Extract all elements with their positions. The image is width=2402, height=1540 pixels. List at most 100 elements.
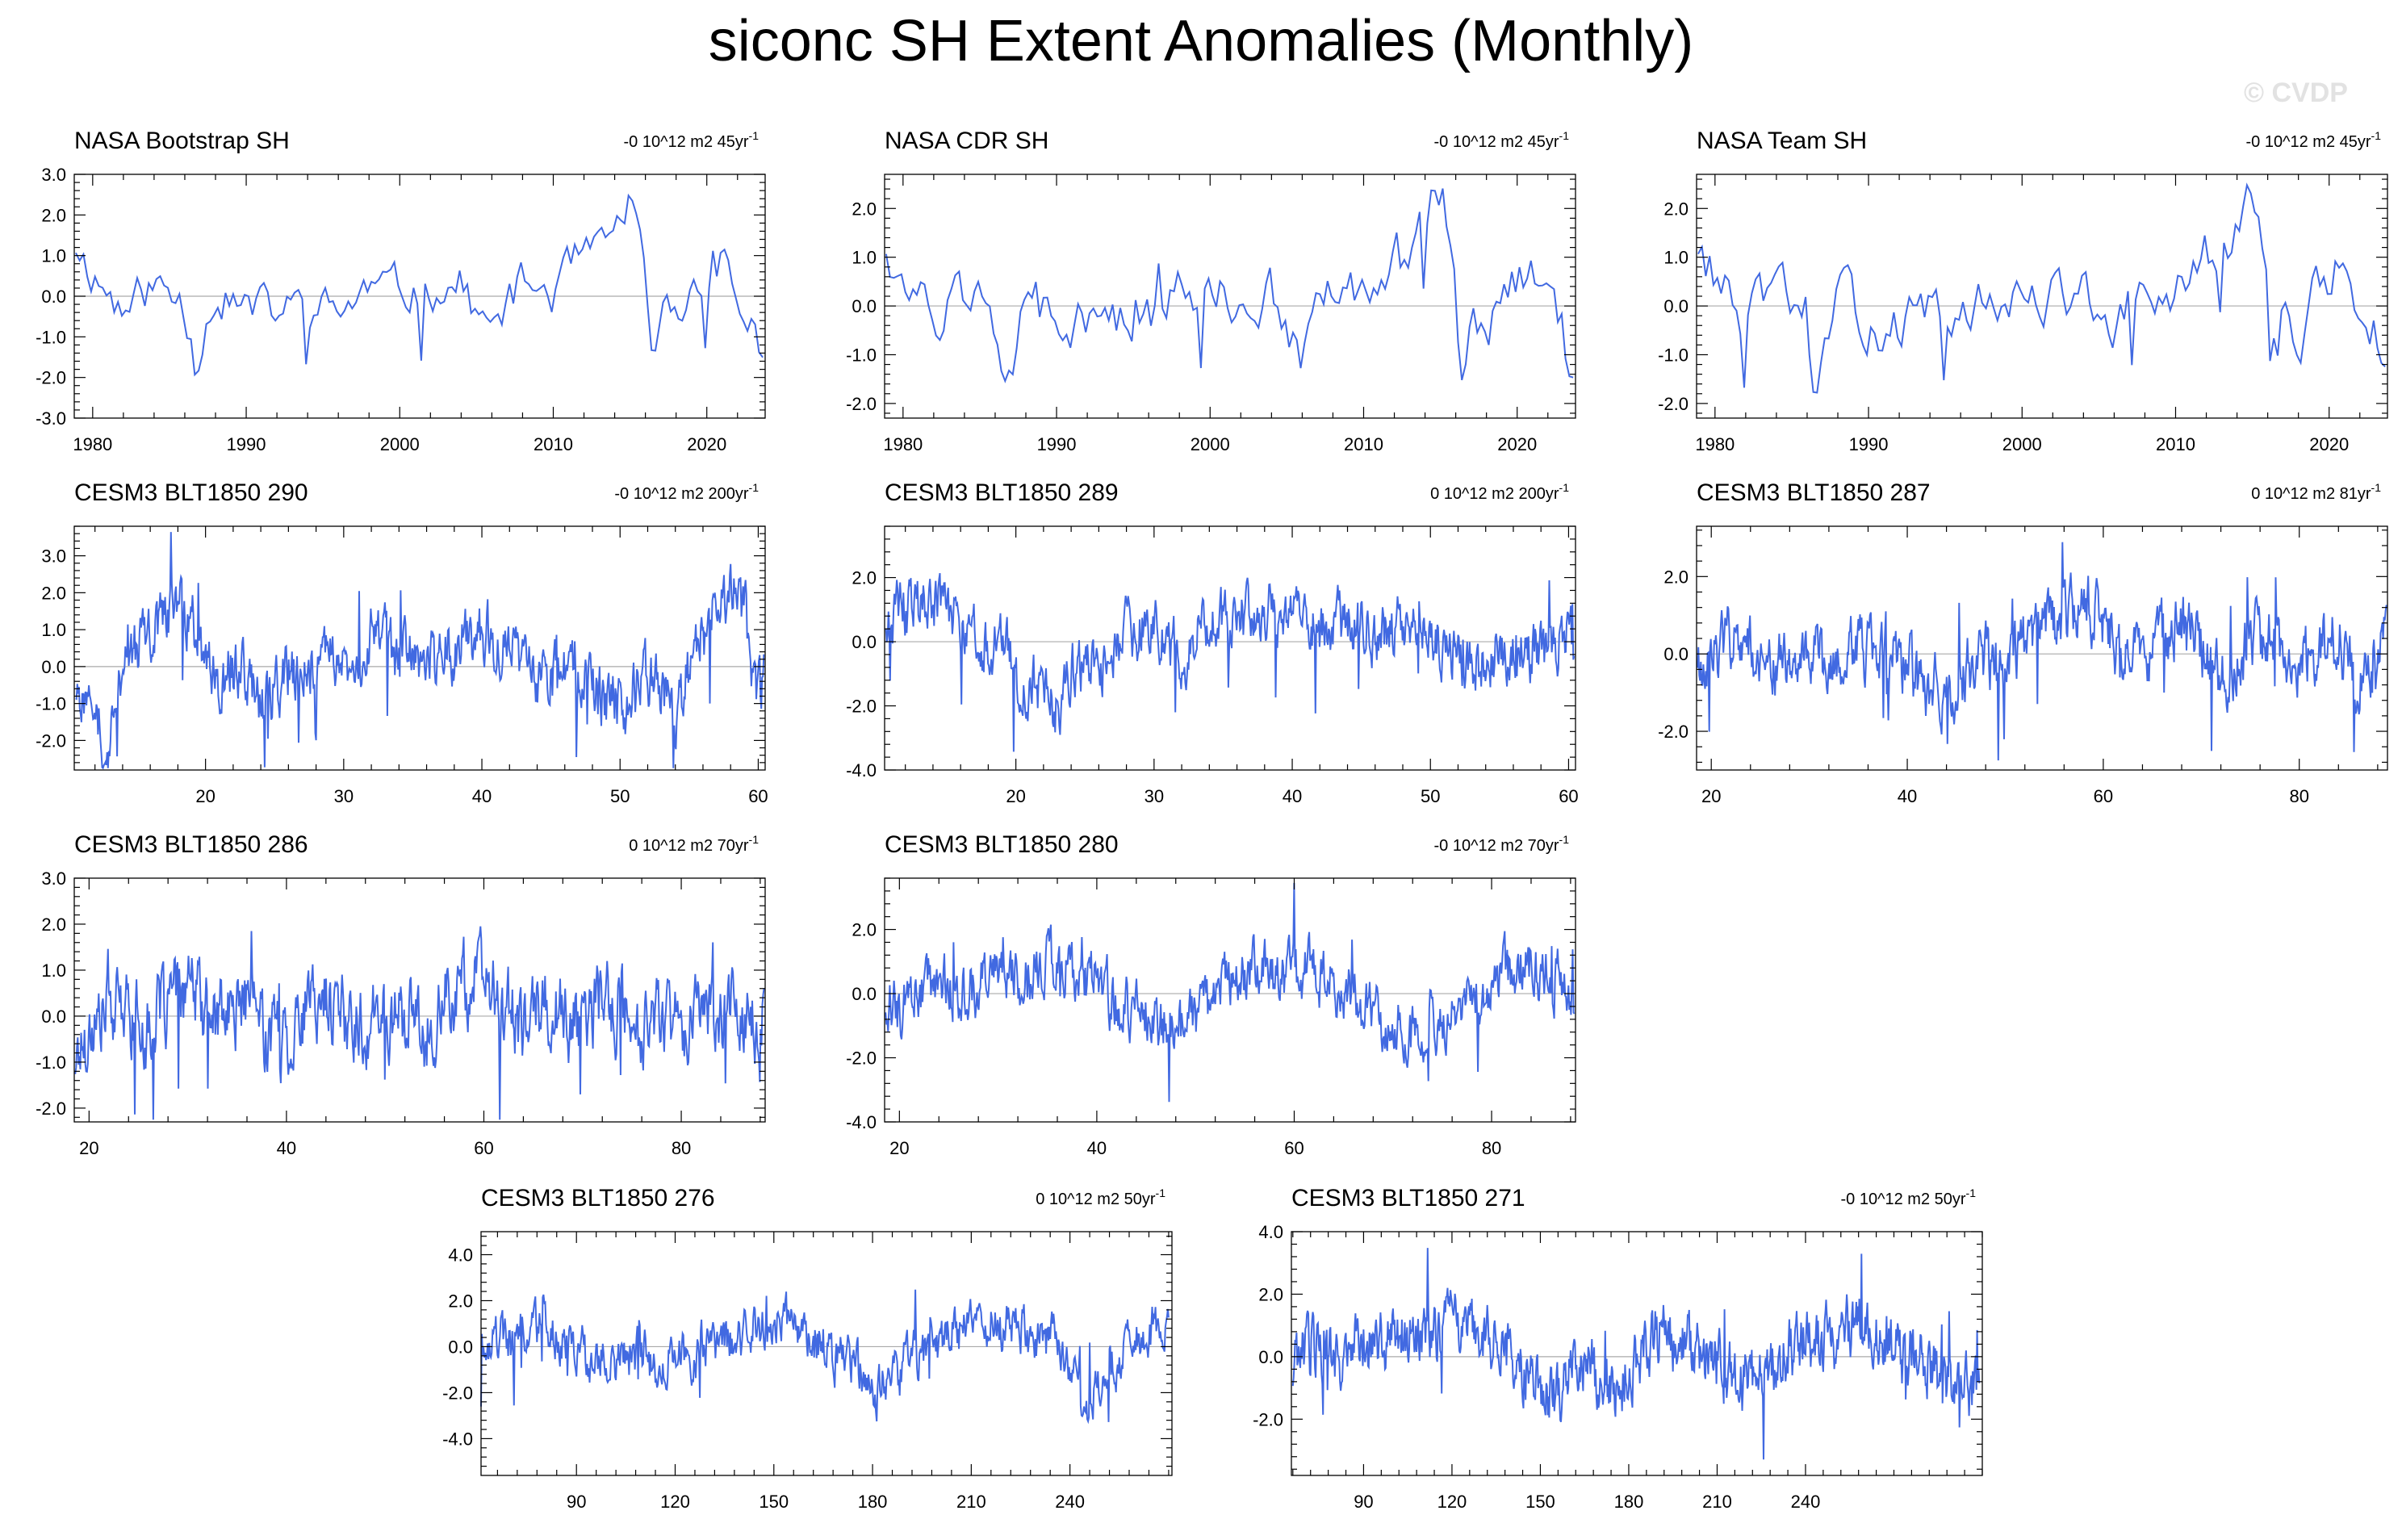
x-tick-label: 180 — [858, 1492, 888, 1512]
chart-panel-7: CESM3 BLT1850 286 0 10^12 m2 70yr-1 -2.0 -1… — [36, 831, 766, 1158]
y-tick-label: -2.0 — [36, 730, 66, 751]
y-tick-label: -2.0 — [846, 394, 877, 414]
x-tick-label: 240 — [1791, 1492, 1821, 1512]
y-tick-label: 2.0 — [1258, 1284, 1283, 1304]
data-series-line — [885, 882, 1576, 1103]
x-tick-label: 40 — [1087, 1138, 1107, 1158]
x-tick-label: 90 — [1354, 1492, 1373, 1512]
y-tick-label: 0.0 — [41, 287, 66, 307]
y-tick-label: 2.0 — [41, 205, 66, 225]
chart-title: CESM3 BLT1850 289 — [885, 479, 1119, 506]
chart-trend-exponent: -1 — [1559, 833, 1570, 846]
data-series-line — [74, 926, 765, 1120]
x-tick-label: 60 — [474, 1138, 493, 1158]
plot-frame — [1696, 525, 2388, 771]
x-tick-label: 2000 — [2002, 434, 2042, 454]
plot-frame — [1696, 174, 2388, 419]
y-tick-label: -2.0 — [1253, 1409, 1283, 1429]
x-tick-label: 20 — [889, 1138, 909, 1158]
y-tick-label: 0.0 — [41, 657, 66, 677]
chart-title: CESM3 BLT1850 271 — [1291, 1185, 1525, 1211]
y-tick-label: 2.0 — [852, 920, 877, 940]
x-tick-label: 20 — [1701, 786, 1721, 806]
y-tick-label: 2.0 — [41, 914, 66, 935]
watermark: © CVDP — [2244, 77, 2348, 108]
x-tick-label: 180 — [1614, 1492, 1644, 1512]
x-tick-label: 30 — [1145, 786, 1164, 806]
chart-title: NASA Team SH — [1697, 128, 1867, 154]
x-tick-label: 2000 — [380, 434, 420, 454]
chart-trend: -0 10^12 m2 45yr-1 — [1434, 129, 1570, 151]
x-tick-label: 2010 — [534, 434, 573, 454]
chart-trend: -0 10^12 m2 200yr-1 — [614, 481, 759, 503]
y-tick-label: 2.0 — [1663, 199, 1689, 219]
chart-panel-6: CESM3 BLT1850 287 0 10^12 m2 81yr-1 -2.0 0.… — [1658, 479, 2388, 806]
chart-panel-3: NASA Team SH -0 10^12 m2 45yr-1 -2.0 -1.0 0.… — [1658, 128, 2388, 454]
x-tick-label: 20 — [79, 1138, 98, 1158]
y-tick-label: 0.0 — [41, 1006, 66, 1027]
x-tick-label: 40 — [1283, 786, 1302, 806]
chart-trend-exponent: -1 — [1156, 1186, 1166, 1199]
x-tick-label: 150 — [1525, 1492, 1555, 1512]
y-tick-label: 4.0 — [1258, 1222, 1283, 1242]
chart-trend-exponent: -1 — [749, 129, 760, 142]
x-tick-label: 20 — [1006, 786, 1025, 806]
plot-frame — [73, 525, 766, 771]
plot-frame — [73, 877, 766, 1123]
y-tick-label: 0.0 — [852, 632, 877, 652]
y-tick-label: 0.0 — [1663, 296, 1689, 316]
plot-frame — [884, 877, 1576, 1123]
chart-title: CESM3 BLT1850 276 — [481, 1185, 715, 1211]
y-tick-label: -2.0 — [1658, 394, 1689, 414]
x-tick-label: 210 — [1702, 1492, 1732, 1512]
y-tick-label: 2.0 — [1663, 567, 1689, 587]
plot-frame — [1291, 1231, 1983, 1476]
x-tick-label: 1990 — [1849, 434, 1889, 454]
y-tick-label: -1.0 — [36, 694, 66, 714]
chart-title: CESM3 BLT1850 280 — [885, 831, 1119, 858]
plot-frame — [480, 1231, 1173, 1476]
x-tick-label: 60 — [1559, 786, 1578, 806]
chart-panel-2: NASA CDR SH -0 10^12 m2 45yr-1 -2.0 -1.0 0.0… — [846, 128, 1576, 454]
y-tick-label: -4.0 — [442, 1429, 473, 1449]
y-tick-label: 2.0 — [448, 1291, 473, 1311]
chart-trend-exponent: -1 — [2371, 129, 2382, 142]
plot-frame — [884, 525, 1576, 771]
x-tick-label: 40 — [472, 786, 492, 806]
y-tick-label: 0.0 — [852, 296, 877, 316]
y-tick-label: 0.0 — [1663, 644, 1689, 664]
x-tick-label: 120 — [1437, 1492, 1467, 1512]
plot-frame — [884, 174, 1576, 419]
x-tick-label: 1990 — [227, 434, 266, 454]
x-tick-label: 1980 — [883, 434, 923, 454]
y-tick-label: -2.0 — [36, 1099, 66, 1119]
chart-panel-9: CESM3 BLT1850 276 0 10^12 m2 50yr-1 -4.0 -2… — [442, 1185, 1173, 1512]
y-tick-label: 1.0 — [1663, 248, 1689, 268]
data-series-line — [1291, 1248, 1981, 1460]
chart-panel-5: CESM3 BLT1850 289 0 10^12 m2 200yr-1 -4.0 -… — [846, 479, 1579, 806]
chart-panel-10: CESM3 BLT1850 271 -0 10^12 m2 50yr-1 -2.0 0… — [1253, 1185, 1983, 1512]
x-tick-label: 240 — [1055, 1492, 1085, 1512]
chart-title: CESM3 BLT1850 286 — [74, 831, 308, 858]
y-tick-label: 0.0 — [1258, 1347, 1283, 1367]
y-tick-label: -2.0 — [846, 697, 877, 717]
y-tick-label: -2.0 — [442, 1383, 473, 1403]
data-series-line — [1697, 542, 2387, 761]
y-tick-label: -1.0 — [36, 327, 66, 347]
chart-trend-exponent: -1 — [2371, 481, 2382, 494]
y-tick-label: -4.0 — [846, 1112, 877, 1132]
chart-title: CESM3 BLT1850 287 — [1697, 479, 1931, 506]
x-tick-label: 210 — [956, 1492, 986, 1512]
y-tick-label: -3.0 — [36, 408, 66, 429]
y-tick-label: 1.0 — [41, 960, 66, 981]
y-tick-label: 3.0 — [41, 868, 66, 889]
x-tick-label: 80 — [2289, 786, 2308, 806]
x-tick-label: 150 — [759, 1492, 789, 1512]
y-tick-label: 2.0 — [852, 199, 877, 219]
x-tick-label: 50 — [1421, 786, 1440, 806]
chart-trend: -0 10^12 m2 50yr-1 — [1841, 1186, 1977, 1208]
chart-trend-exponent: -1 — [1559, 481, 1570, 494]
x-tick-label: 20 — [195, 786, 215, 806]
y-tick-label: -1.0 — [1658, 345, 1689, 365]
